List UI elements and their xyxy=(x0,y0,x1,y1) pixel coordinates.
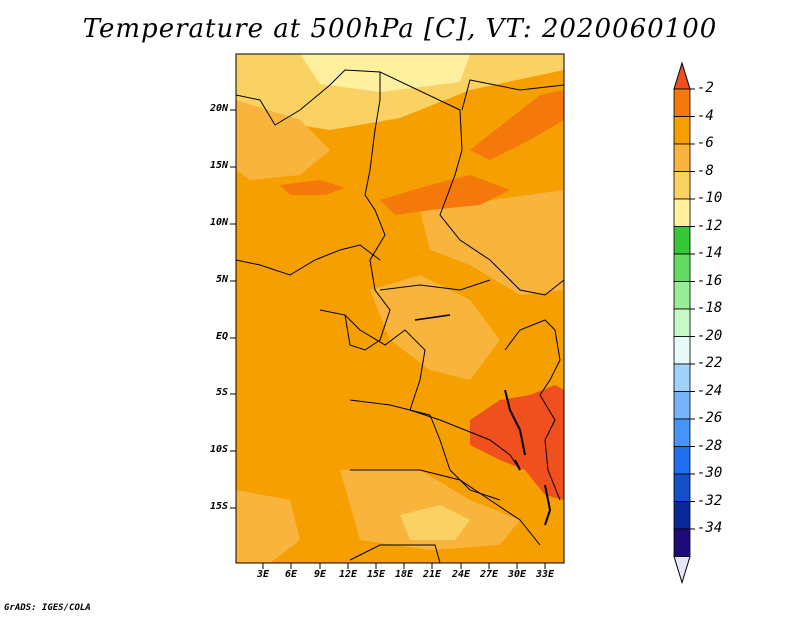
colorbar-swatch xyxy=(673,391,691,420)
lon-label: 12E xyxy=(338,569,358,580)
colorbar-swatch xyxy=(673,501,691,530)
colorbar-bottom-arrow xyxy=(673,556,691,585)
country-borders xyxy=(236,69,564,563)
colorbar-swatch xyxy=(673,253,691,282)
lon-label: 27E xyxy=(479,569,499,580)
colorbar-label: -30 xyxy=(697,465,723,481)
lat-label: 10N xyxy=(209,217,228,228)
colorbar-swatch xyxy=(673,528,691,557)
lon-label: 21E xyxy=(422,569,442,580)
border-great-lakes xyxy=(504,319,561,501)
colorbar-label: -10 xyxy=(697,190,723,206)
colorbar-top-arrow xyxy=(673,61,691,90)
lake-tanganyika xyxy=(504,389,526,456)
colorbar-label: -24 xyxy=(697,382,723,399)
lon-ticks xyxy=(262,563,546,569)
lon-label: 30E xyxy=(507,569,527,580)
field-light-east xyxy=(420,190,564,295)
lat-label: 15N xyxy=(209,160,228,171)
colorbar-label: -26 xyxy=(697,410,723,426)
lon-label: 18E xyxy=(394,569,414,580)
colorbar-swatch xyxy=(673,308,691,337)
field-hottest-se xyxy=(470,385,564,500)
map-frame xyxy=(235,53,565,564)
colorbar-label: -28 xyxy=(697,437,723,454)
lat-label: 5N xyxy=(215,274,228,285)
lat-label: EQ xyxy=(215,331,228,342)
colorbar-label: -22 xyxy=(697,355,723,371)
field-hot-west xyxy=(280,180,345,195)
colorbar-label: -20 xyxy=(697,327,723,344)
lake-mweru xyxy=(514,459,521,471)
lat-label: 10S xyxy=(209,444,228,455)
field-light-west xyxy=(236,100,330,180)
lat-ticks xyxy=(230,109,236,509)
colorbar-swatch xyxy=(673,446,691,475)
colorbar-swatch xyxy=(673,281,691,310)
lat-label: 20N xyxy=(209,103,228,114)
colorbar xyxy=(673,61,695,585)
field-palest-north xyxy=(300,54,470,92)
field-hot-sahel xyxy=(380,175,510,215)
lon-label: 9E xyxy=(313,569,327,580)
colorbar-label: -16 xyxy=(697,272,723,289)
footer-credit: GrADS: IGES/COLA xyxy=(4,603,91,613)
river-congo xyxy=(414,314,451,321)
lon-label: 15E xyxy=(366,569,386,580)
field-hot-ne xyxy=(470,90,564,160)
colorbar-label: -2 xyxy=(697,80,714,96)
border-angola xyxy=(349,399,501,501)
colorbar-swatch xyxy=(673,88,691,117)
lon-label: 33E xyxy=(535,569,555,580)
colorbar-swatch xyxy=(673,143,691,172)
border-west-sahel xyxy=(236,69,391,351)
lon-label: 3E xyxy=(256,569,270,580)
colorbar-swatch xyxy=(673,198,691,227)
lon-label: 6E xyxy=(284,569,298,580)
colorbar-label: -18 xyxy=(697,300,723,316)
colorbar-swatch xyxy=(673,418,691,447)
colorbar-swatch xyxy=(673,226,691,255)
chart-title: Temperature at 500hPa [C], VT: 202006010… xyxy=(82,14,718,44)
colorbar-label: -8 xyxy=(697,162,714,179)
colorbar-swatch xyxy=(673,473,691,502)
colorbar-label: -4 xyxy=(697,107,714,124)
border-gulf xyxy=(236,244,381,276)
colorbar-label: -12 xyxy=(697,217,723,234)
border-drc-west xyxy=(344,314,521,471)
colorbar-swatch xyxy=(673,171,691,200)
colorbar-swatch xyxy=(673,116,691,145)
colorbar-label: -14 xyxy=(697,245,723,261)
colorbar-swatch xyxy=(673,336,691,365)
border-zambia xyxy=(350,469,541,546)
field-pale-south xyxy=(400,505,470,540)
temperature-field xyxy=(236,54,564,563)
lat-label: 5S xyxy=(215,387,228,398)
colorbar-label: -34 xyxy=(697,520,723,536)
colorbar-label: -6 xyxy=(697,135,714,151)
border-car xyxy=(379,279,491,291)
lat-label: 15S xyxy=(209,501,228,512)
border-central xyxy=(379,71,564,296)
colorbar-swatch xyxy=(673,363,691,392)
border-south xyxy=(349,544,441,563)
field-light-center xyxy=(370,275,500,380)
colorbar-label: -32 xyxy=(697,492,723,509)
lake-malawi xyxy=(544,484,552,526)
border-north-east xyxy=(461,79,564,111)
field-light-sw xyxy=(236,490,300,563)
lon-label: 24E xyxy=(451,569,471,580)
